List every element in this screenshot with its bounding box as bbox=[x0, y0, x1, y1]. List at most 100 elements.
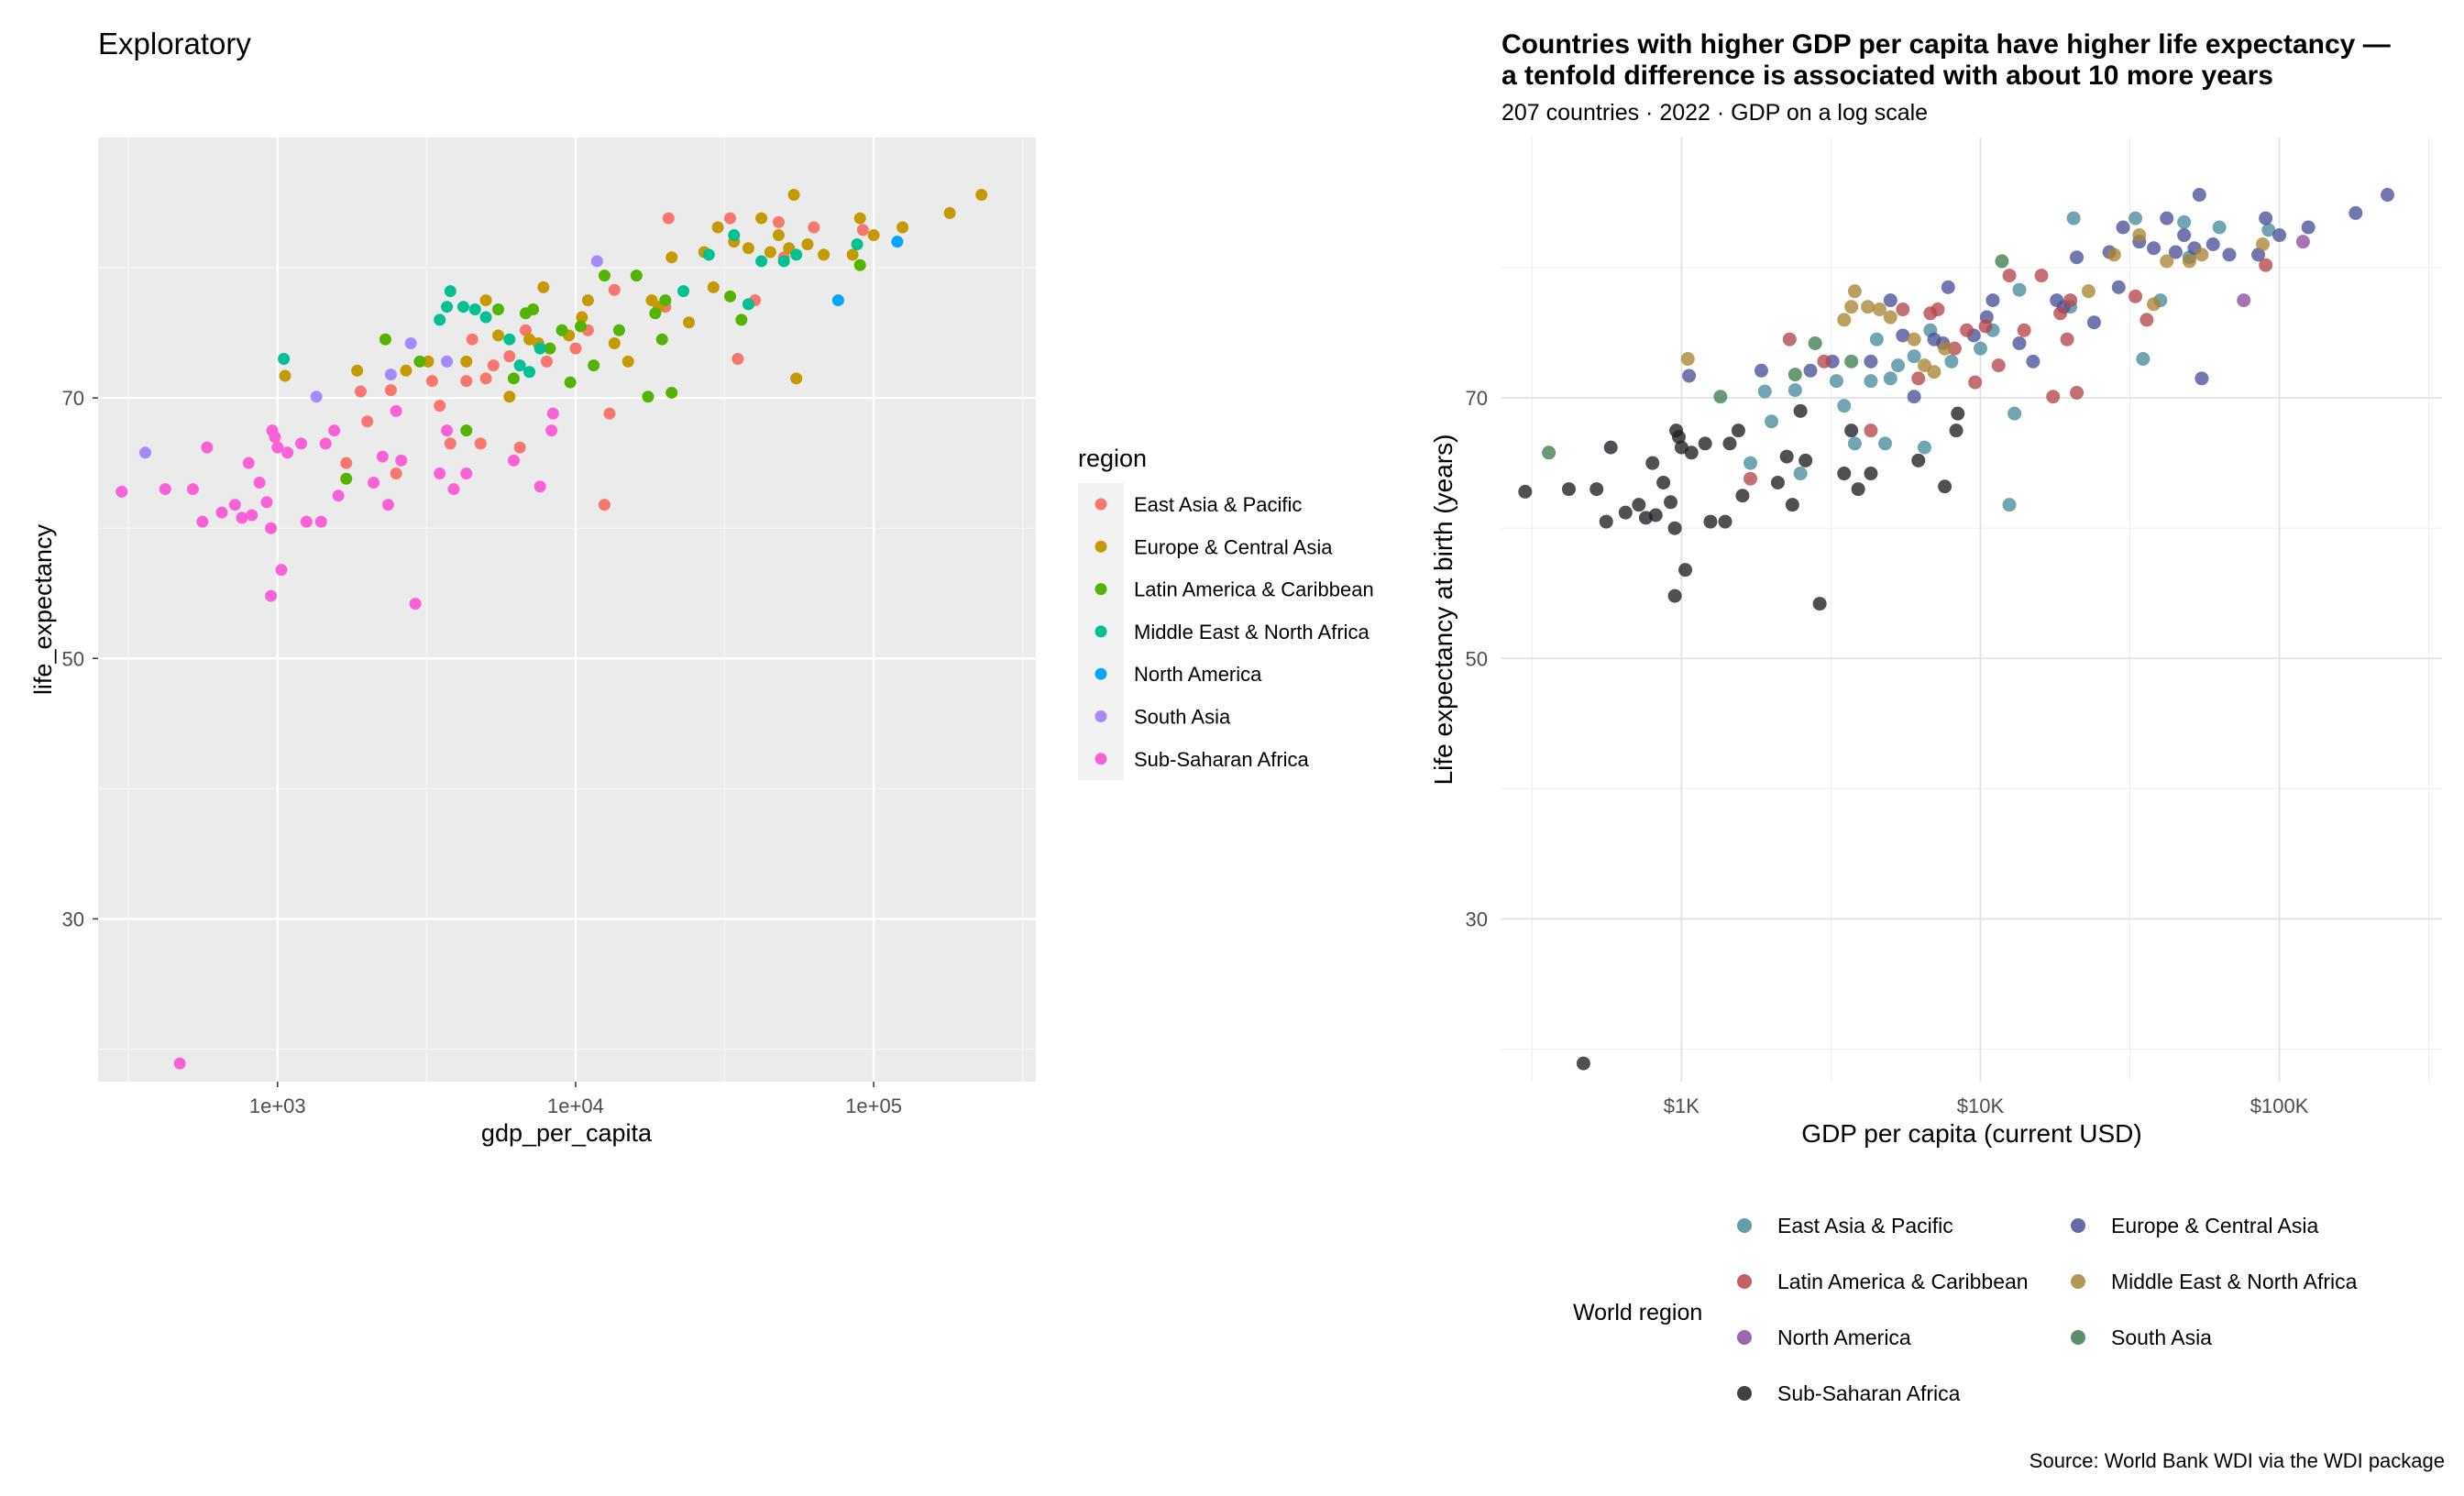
data-point-latin-america-and-caribbean bbox=[1947, 341, 1962, 356]
data-point-sub-saharan-africa bbox=[1632, 498, 1646, 512]
data-point-east-asia-and-pacific bbox=[2128, 211, 2143, 226]
legend-label-middle-east-and-north-africa: Middle East & North Africa bbox=[2111, 1270, 2358, 1293]
data-point-latin-america-and-caribbean bbox=[655, 333, 668, 346]
data-point-east-asia-and-pacific bbox=[1847, 436, 1862, 451]
data-point-europe-and-central-asia bbox=[2160, 211, 2174, 226]
legend-key-south-asia bbox=[2071, 1330, 2085, 1345]
data-point-east-asia-and-pacific bbox=[662, 212, 675, 225]
data-point-east-asia-and-pacific bbox=[2136, 352, 2150, 367]
legend-key-latin-america-and-caribbean bbox=[1737, 1274, 1752, 1289]
data-point-sub-saharan-africa bbox=[381, 499, 394, 512]
data-point-south-asia bbox=[404, 336, 417, 349]
data-point-east-asia-and-pacific bbox=[1869, 332, 1884, 346]
final-x-axis: $1K $10K $100K bbox=[1664, 1094, 2309, 1117]
data-point-middle-east-and-north-africa bbox=[513, 359, 526, 372]
data-point-europe-and-central-asia bbox=[787, 189, 800, 202]
data-point-east-asia-and-pacific bbox=[487, 359, 500, 372]
data-point-south-asia bbox=[1713, 390, 1728, 404]
data-point-south-asia bbox=[310, 390, 323, 403]
data-point-sub-saharan-africa bbox=[215, 506, 228, 519]
data-point-europe-and-central-asia bbox=[503, 390, 516, 403]
exploratory-y-axis: 30 50 70 bbox=[62, 387, 98, 930]
data-point-sub-saharan-africa bbox=[1703, 514, 1718, 529]
data-point-sub-saharan-africa bbox=[295, 437, 308, 450]
data-point-sub-saharan-africa bbox=[1735, 489, 1750, 503]
data-point-europe-and-central-asia bbox=[1883, 293, 1898, 308]
data-point-middle-east-and-north-africa bbox=[755, 255, 768, 268]
y-tick-label: 30 bbox=[1466, 908, 1488, 930]
legend-label-middle-east-and-north-africa: Middle East & North Africa bbox=[1134, 621, 1370, 644]
data-point-latin-america-and-caribbean bbox=[2140, 313, 2154, 327]
data-point-sub-saharan-africa bbox=[1671, 430, 1686, 445]
data-point-middle-east-and-north-africa bbox=[479, 311, 492, 324]
data-point-north-america bbox=[831, 294, 844, 307]
data-point-europe-and-central-asia bbox=[2070, 250, 2084, 265]
legend-key-north-america bbox=[1094, 667, 1107, 680]
data-point-sub-saharan-africa bbox=[269, 431, 281, 444]
data-point-europe-and-central-asia bbox=[818, 248, 830, 261]
data-point-middle-east-and-north-africa bbox=[2106, 248, 2121, 262]
final-major-gridlines bbox=[1502, 138, 2442, 1082]
data-point-east-asia-and-pacific bbox=[434, 400, 446, 412]
data-point-sub-saharan-africa bbox=[1648, 508, 1663, 522]
data-point-middle-east-and-north-africa bbox=[777, 255, 790, 268]
data-point-middle-east-and-north-africa bbox=[441, 301, 454, 314]
final-subtitle: 207 countries · 2022 · GDP on a log scal… bbox=[1502, 100, 1928, 126]
data-point-latin-america-and-caribbean bbox=[1930, 302, 1945, 317]
data-point-east-asia-and-pacific bbox=[1757, 384, 1772, 399]
data-point-europe-and-central-asia bbox=[711, 221, 724, 234]
data-point-europe-and-central-asia bbox=[2272, 228, 2287, 243]
data-point-east-asia-and-pacific bbox=[1837, 399, 1852, 413]
data-point-sub-saharan-africa bbox=[260, 496, 273, 509]
data-point-latin-america-and-caribbean bbox=[2053, 306, 2068, 321]
x-tick-label: $1K bbox=[1664, 1094, 1700, 1117]
data-point-east-asia-and-pacific bbox=[340, 456, 353, 469]
data-point-middle-east-and-north-africa bbox=[2182, 254, 2196, 269]
data-point-middle-east-and-north-africa bbox=[2194, 248, 2209, 262]
data-point-sub-saharan-africa bbox=[265, 589, 278, 602]
data-point-sub-saharan-africa bbox=[196, 515, 209, 528]
data-point-south-asia bbox=[1808, 336, 1822, 350]
data-point-europe-and-central-asia bbox=[2116, 220, 2130, 235]
data-point-sub-saharan-africa bbox=[447, 483, 460, 496]
data-point-east-asia-and-pacific bbox=[2177, 214, 2192, 229]
data-point-middle-east-and-north-africa bbox=[1844, 300, 1859, 314]
data-point-sub-saharan-africa bbox=[434, 468, 446, 480]
data-point-middle-east-and-north-africa bbox=[851, 237, 864, 250]
data-point-middle-east-and-north-africa bbox=[1680, 352, 1695, 367]
y-tick-label: 30 bbox=[62, 908, 84, 930]
data-point-middle-east-and-north-africa bbox=[677, 285, 690, 298]
data-point-latin-america-and-caribbean bbox=[1978, 319, 1993, 334]
data-point-sub-saharan-africa bbox=[1656, 475, 1671, 490]
data-point-north-america bbox=[891, 236, 904, 248]
data-point-latin-america-and-caribbean bbox=[598, 270, 610, 282]
legend-key-sub-saharan-africa bbox=[1737, 1386, 1752, 1401]
legend-label-east-asia-and-pacific: East Asia & Pacific bbox=[1777, 1214, 1953, 1238]
data-point-east-asia-and-pacific bbox=[1765, 414, 1779, 429]
legend-label-sub-saharan-africa: Sub-Saharan Africa bbox=[1777, 1381, 1961, 1405]
data-point-europe-and-central-asia bbox=[523, 333, 536, 346]
data-point-europe-and-central-asia bbox=[2222, 248, 2237, 262]
data-point-middle-east-and-north-africa bbox=[468, 303, 481, 316]
data-point-europe-and-central-asia bbox=[460, 355, 473, 368]
data-point-middle-east-and-north-africa bbox=[456, 301, 469, 314]
data-point-east-asia-and-pacific bbox=[503, 350, 516, 363]
data-point-east-asia-and-pacific bbox=[1907, 349, 1921, 364]
data-point-middle-east-and-north-africa bbox=[278, 353, 291, 366]
data-point-sub-saharan-africa bbox=[409, 598, 422, 610]
data-point-sub-saharan-africa bbox=[460, 468, 473, 480]
data-point-europe-and-central-asia bbox=[790, 372, 803, 385]
data-point-europe-and-central-asia bbox=[537, 280, 550, 293]
legend-label-europe-and-central-asia: Europe & Central Asia bbox=[1134, 535, 1333, 558]
data-point-europe-and-central-asia bbox=[755, 212, 768, 225]
data-point-east-asia-and-pacific bbox=[1944, 354, 1959, 368]
data-point-middle-east-and-north-africa bbox=[728, 229, 741, 242]
data-point-latin-america-and-caribbean bbox=[1864, 424, 1878, 438]
data-point-middle-east-and-north-africa bbox=[1927, 365, 1942, 380]
data-point-latin-america-and-caribbean bbox=[724, 290, 737, 302]
data-point-sub-saharan-africa bbox=[1667, 588, 1682, 603]
data-point-latin-america-and-caribbean bbox=[2070, 385, 2084, 400]
exploratory-plot-background bbox=[98, 138, 1036, 1082]
data-point-sub-saharan-africa bbox=[1938, 479, 1952, 494]
data-point-east-asia-and-pacific bbox=[1788, 383, 1802, 398]
